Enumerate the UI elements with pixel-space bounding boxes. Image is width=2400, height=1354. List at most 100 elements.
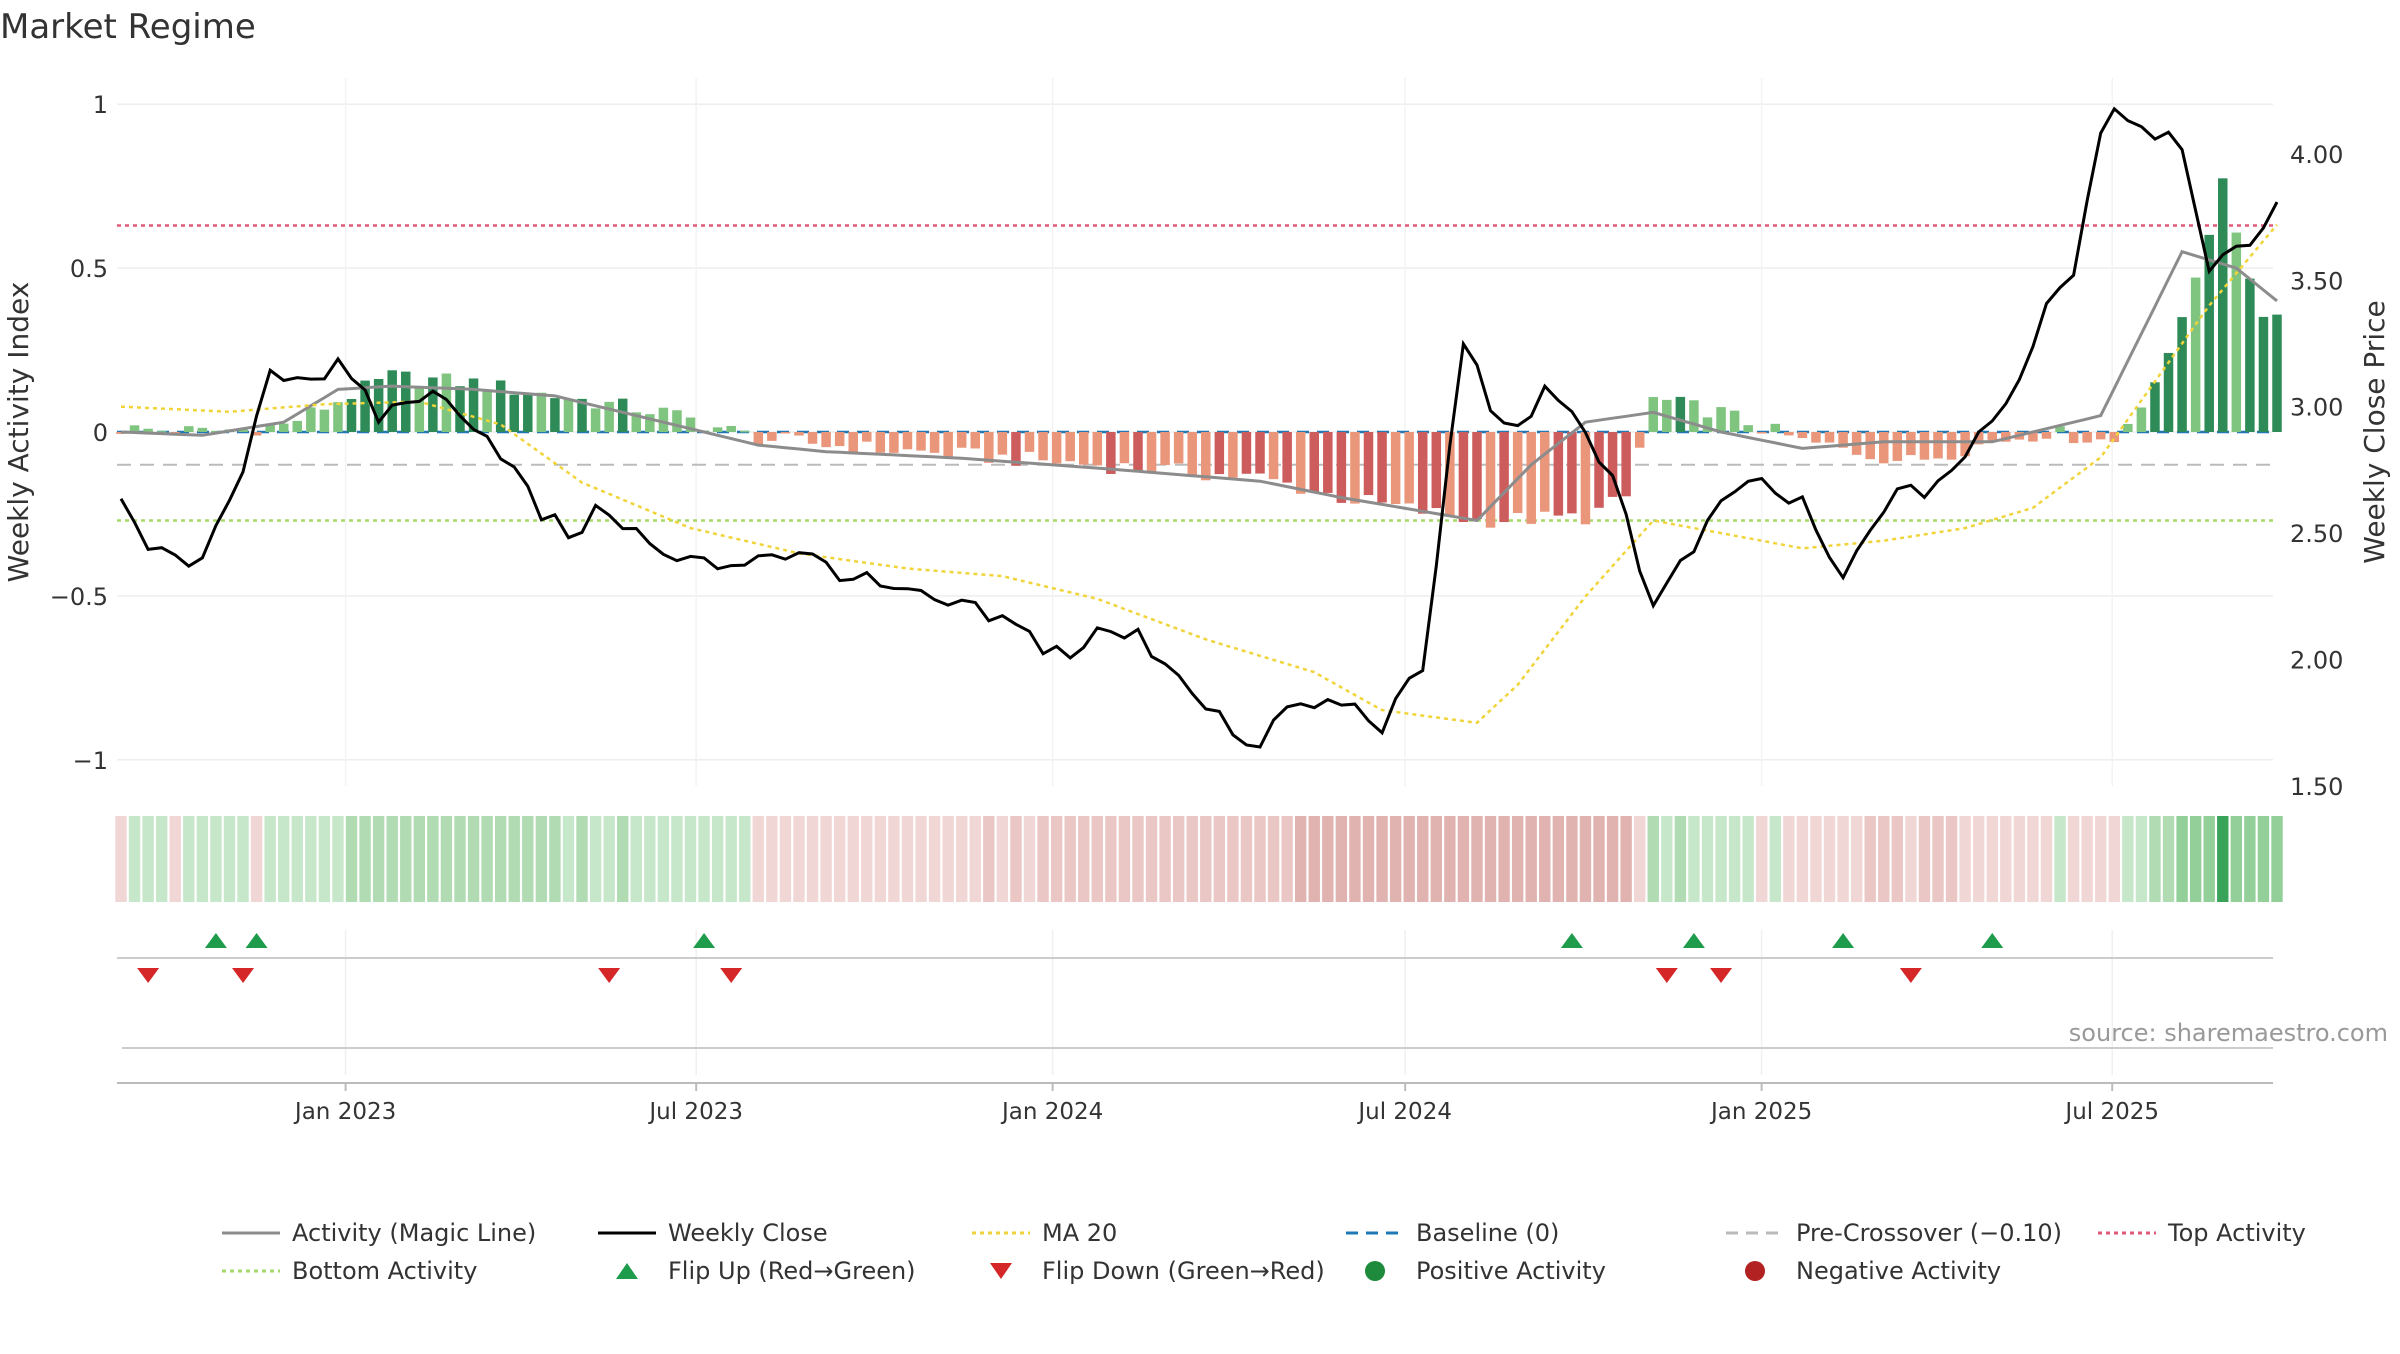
- regime-cell: [250, 816, 263, 902]
- regime-cell: [1240, 816, 1253, 902]
- regime-cell: [1959, 816, 1971, 902]
- axes: 1 0.5 0 −0.5 −1 4.00 3.50 3.00 2.50 2.00 1.50: [50, 91, 2344, 801]
- activity-bar: [2204, 234, 2214, 432]
- activity-bar: [1729, 410, 1740, 432]
- activity-bar: [1417, 432, 1428, 514]
- activity-bar: [1540, 432, 1550, 512]
- regime-cell: [155, 816, 168, 902]
- y2-tick-label: 3.50: [2290, 267, 2343, 295]
- legend-item: MA 20: [972, 1219, 1117, 1247]
- regime-cell: [1539, 816, 1551, 902]
- activity-bar: [1038, 432, 1048, 461]
- regime-cell: [305, 816, 317, 902]
- regime-cell: [1471, 816, 1483, 902]
- legend-item: Positive Activity: [1365, 1257, 1606, 1285]
- activity-bar: [902, 432, 913, 450]
- regime-cell: [983, 816, 995, 902]
- regime-cell: [1227, 816, 1239, 902]
- activity-bar: [2150, 382, 2160, 432]
- legend-label: Pre-Crossover (−0.10): [1796, 1219, 2062, 1247]
- regime-cell: [1389, 816, 1402, 902]
- regime-cell: [2095, 816, 2107, 902]
- activity-bar: [1024, 432, 1035, 452]
- activity-bar: [523, 394, 533, 432]
- legend-label: Positive Activity: [1416, 1257, 1606, 1285]
- x-axis: Jan 2023 Jul 2023 Jan 2024 Jul 2024 Jan 2025…: [117, 1082, 2273, 1125]
- regime-cell: [1972, 816, 1985, 902]
- regime-cell: [1254, 816, 1266, 902]
- regime-cell: [1484, 816, 1497, 902]
- regime-cell: [806, 816, 819, 902]
- activity-bar: [970, 432, 981, 449]
- regime-cell: [400, 816, 412, 902]
- regime-cell: [1457, 816, 1470, 902]
- x-tick-label: Jan 2024: [1000, 1099, 1103, 1125]
- y-axis-label: Weekly Activity Index: [2, 282, 35, 583]
- activity-bar: [2001, 432, 2011, 442]
- activity-bar: [1526, 432, 1536, 524]
- activity-bar: [2041, 432, 2052, 439]
- legend-label: Bottom Activity: [292, 1257, 477, 1285]
- activity-bar: [306, 407, 316, 432]
- flip-up-marker: [1682, 933, 1705, 948]
- regime-cell: [2013, 816, 2026, 902]
- regime-cell: [1376, 816, 1388, 902]
- activity-bar: [1228, 432, 1238, 478]
- activity-bar: [333, 402, 343, 432]
- regime-cell: [1132, 816, 1144, 902]
- regime-cell: [1362, 816, 1375, 902]
- activity-bar: [1133, 432, 1143, 471]
- activity-bar: [1051, 432, 1062, 464]
- activity-bar: [2231, 232, 2242, 432]
- y-tick-label: 0: [93, 419, 108, 447]
- regime-cell: [535, 816, 548, 902]
- activity-bar: [821, 432, 831, 448]
- regime-cell: [1674, 816, 1687, 902]
- activity-bar: [251, 432, 262, 436]
- activity-bar: [834, 432, 845, 447]
- activity-bar: [577, 398, 587, 432]
- regime-cell: [2122, 816, 2134, 902]
- regime-cell: [291, 816, 303, 902]
- activity-bar: [1268, 432, 1279, 480]
- activity-bar: [2082, 432, 2092, 443]
- regime-cell: [1647, 816, 1659, 902]
- flip-up-marker: [245, 933, 268, 948]
- regime-cell: [508, 816, 520, 902]
- legend-swatch: [1365, 1261, 1385, 1281]
- legend-item: Negative Activity: [1745, 1257, 2001, 1285]
- regime-cell: [1267, 816, 1280, 902]
- regime-cell: [2257, 816, 2270, 902]
- regime-cell: [1661, 816, 1673, 902]
- activity-bar: [1065, 432, 1075, 462]
- flip-down-marker: [1655, 968, 1678, 983]
- activity-bar: [956, 432, 967, 448]
- activity-bar: [156, 431, 167, 433]
- activity-bar: [265, 425, 275, 432]
- regime-cell: [1498, 816, 1510, 902]
- regime-cell: [2162, 816, 2175, 902]
- regime-cell: [1769, 816, 1781, 902]
- legend: Activity (Magic Line) Weekly Close MA 20 Ba…: [222, 1219, 2306, 1285]
- activity-bar: [1214, 432, 1225, 475]
- activity-bar: [1919, 432, 1930, 460]
- regime-cell: [264, 816, 276, 902]
- activity-bar: [1472, 432, 1482, 520]
- legend-swatch: [1745, 1261, 1765, 1281]
- legend-swatch: [616, 1263, 638, 1279]
- activity-bar: [2190, 277, 2201, 432]
- regime-cell: [2108, 816, 2120, 902]
- activity-bar: [1255, 432, 1265, 474]
- regime-cell: [915, 816, 927, 902]
- activity-bar: [645, 414, 655, 432]
- regime-cell: [888, 816, 900, 902]
- regime-cell: [1417, 816, 1429, 902]
- activity-bar: [1295, 432, 1306, 494]
- regime-cell: [1945, 816, 1958, 902]
- activity-bar: [1404, 432, 1414, 504]
- regime-cell: [169, 816, 181, 902]
- activity-bar: [1987, 432, 1997, 442]
- regime-cell: [671, 816, 683, 902]
- activity-bar: [712, 427, 723, 432]
